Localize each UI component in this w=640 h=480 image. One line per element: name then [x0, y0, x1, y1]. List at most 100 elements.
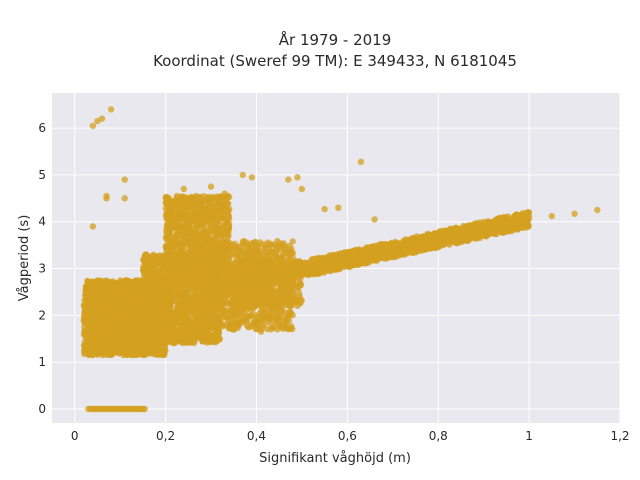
data-point	[120, 331, 127, 339]
data-point	[219, 231, 227, 238]
data-point	[179, 253, 186, 260]
data-point	[102, 346, 109, 354]
data-point	[199, 221, 207, 228]
data-point	[155, 288, 163, 295]
data-point	[189, 238, 196, 246]
data-point	[84, 308, 92, 315]
data-point	[224, 208, 231, 216]
data-point	[213, 193, 220, 200]
data-point	[146, 260, 154, 268]
chart-title-line2: Koordinat (Sweref 99 TM): E 349433, N 61…	[153, 52, 517, 70]
data-point	[147, 311, 154, 318]
data-point	[181, 214, 188, 221]
data-point	[104, 339, 112, 346]
data-point	[190, 271, 197, 279]
data-point	[132, 297, 139, 305]
data-point	[166, 338, 174, 345]
data-point	[185, 229, 192, 236]
data-point	[180, 295, 187, 302]
data-point	[113, 311, 120, 318]
data-point	[91, 348, 98, 355]
data-point	[101, 281, 108, 288]
data-point	[139, 295, 147, 303]
data-point	[223, 199, 230, 206]
data-point	[138, 348, 146, 355]
data-point	[162, 347, 169, 355]
chart-title-line1: År 1979 - 2019	[279, 30, 392, 49]
data-point	[93, 324, 100, 331]
data-point	[166, 230, 174, 237]
data-point	[115, 290, 122, 297]
data-point	[140, 263, 147, 270]
data-point	[179, 271, 186, 278]
data-point	[225, 219, 232, 226]
data-point	[91, 297, 98, 304]
data-point	[190, 296, 198, 304]
data-point	[85, 299, 92, 306]
data-point	[176, 222, 183, 230]
data-point	[154, 253, 162, 260]
data-point	[187, 196, 194, 204]
data-point	[177, 230, 184, 238]
data-point	[173, 203, 180, 210]
data-point	[110, 331, 118, 339]
data-point	[199, 334, 206, 342]
data-point	[144, 319, 151, 326]
data-point	[108, 302, 115, 309]
data-point	[179, 243, 186, 250]
data-point	[146, 255, 153, 262]
data-point	[193, 192, 200, 200]
data-point	[90, 284, 97, 291]
data-point	[124, 347, 131, 354]
data-point	[115, 338, 122, 346]
data-point	[175, 208, 183, 216]
data-point	[212, 227, 220, 234]
data-point	[173, 308, 180, 316]
data-point	[95, 314, 102, 321]
data-point	[179, 289, 186, 296]
data-point	[162, 193, 170, 201]
data-point	[190, 282, 197, 290]
data-point	[179, 196, 186, 203]
data-point	[82, 320, 89, 327]
data-point	[149, 345, 156, 353]
data-point	[207, 222, 215, 229]
data-point	[187, 246, 195, 253]
data-point	[172, 283, 179, 290]
data-point	[153, 259, 160, 266]
data-point	[165, 251, 172, 259]
data-point	[193, 214, 201, 221]
data-point	[167, 224, 175, 231]
data-point	[104, 294, 112, 302]
data-point	[106, 311, 114, 318]
data-point	[185, 252, 192, 260]
data-point	[127, 338, 134, 345]
data-point	[101, 311, 108, 318]
data-point	[214, 337, 221, 344]
data-point	[183, 204, 190, 211]
data-point	[167, 212, 174, 219]
data-point	[186, 260, 194, 267]
data-point	[180, 302, 187, 309]
data-point	[173, 251, 181, 258]
data-point	[132, 291, 139, 299]
data-point	[122, 316, 130, 323]
data-point	[160, 314, 167, 321]
data-point	[183, 339, 190, 346]
data-point	[182, 326, 189, 334]
data-point	[166, 218, 173, 225]
data-point	[143, 272, 150, 279]
data-point	[175, 327, 182, 334]
data-points	[80, 106, 601, 413]
data-point	[94, 307, 101, 314]
data-point	[120, 301, 128, 308]
data-point	[212, 216, 219, 224]
data-point	[166, 308, 173, 315]
data-point	[205, 329, 212, 337]
data-point	[104, 319, 111, 327]
data-point	[150, 326, 157, 333]
data-point	[140, 284, 147, 292]
data-point	[97, 297, 104, 304]
data-point	[87, 314, 94, 321]
